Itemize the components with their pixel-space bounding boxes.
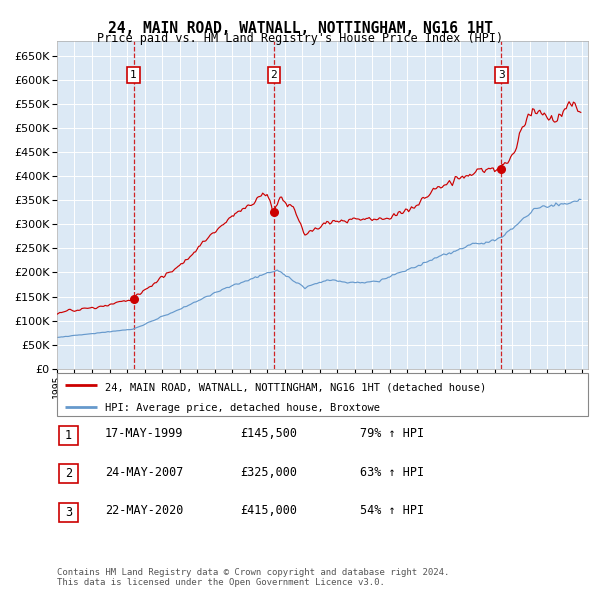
Text: £325,000: £325,000 — [240, 466, 297, 478]
Bar — [59, 464, 78, 483]
Text: 2: 2 — [271, 70, 277, 80]
Text: £145,500: £145,500 — [240, 427, 297, 440]
Text: 24, MAIN ROAD, WATNALL, NOTTINGHAM, NG16 1HT (detached house): 24, MAIN ROAD, WATNALL, NOTTINGHAM, NG16… — [105, 382, 486, 392]
Bar — [59, 426, 78, 445]
Text: 24-MAY-2007: 24-MAY-2007 — [105, 466, 184, 478]
Text: 1: 1 — [130, 70, 137, 80]
Text: HPI: Average price, detached house, Broxtowe: HPI: Average price, detached house, Brox… — [105, 404, 380, 414]
Text: Contains HM Land Registry data © Crown copyright and database right 2024.
This d: Contains HM Land Registry data © Crown c… — [57, 568, 449, 587]
Text: 22-MAY-2020: 22-MAY-2020 — [105, 504, 184, 517]
Text: 2: 2 — [65, 467, 72, 480]
Text: 54% ↑ HPI: 54% ↑ HPI — [360, 504, 424, 517]
Text: 17-MAY-1999: 17-MAY-1999 — [105, 427, 184, 440]
Text: £415,000: £415,000 — [240, 504, 297, 517]
Text: 79% ↑ HPI: 79% ↑ HPI — [360, 427, 424, 440]
Text: Price paid vs. HM Land Registry's House Price Index (HPI): Price paid vs. HM Land Registry's House … — [97, 32, 503, 45]
Text: 1: 1 — [65, 429, 72, 442]
Text: 3: 3 — [65, 506, 72, 519]
Text: 63% ↑ HPI: 63% ↑ HPI — [360, 466, 424, 478]
Bar — [59, 503, 78, 522]
Text: 3: 3 — [498, 70, 505, 80]
Text: 24, MAIN ROAD, WATNALL, NOTTINGHAM, NG16 1HT: 24, MAIN ROAD, WATNALL, NOTTINGHAM, NG16… — [107, 21, 493, 35]
